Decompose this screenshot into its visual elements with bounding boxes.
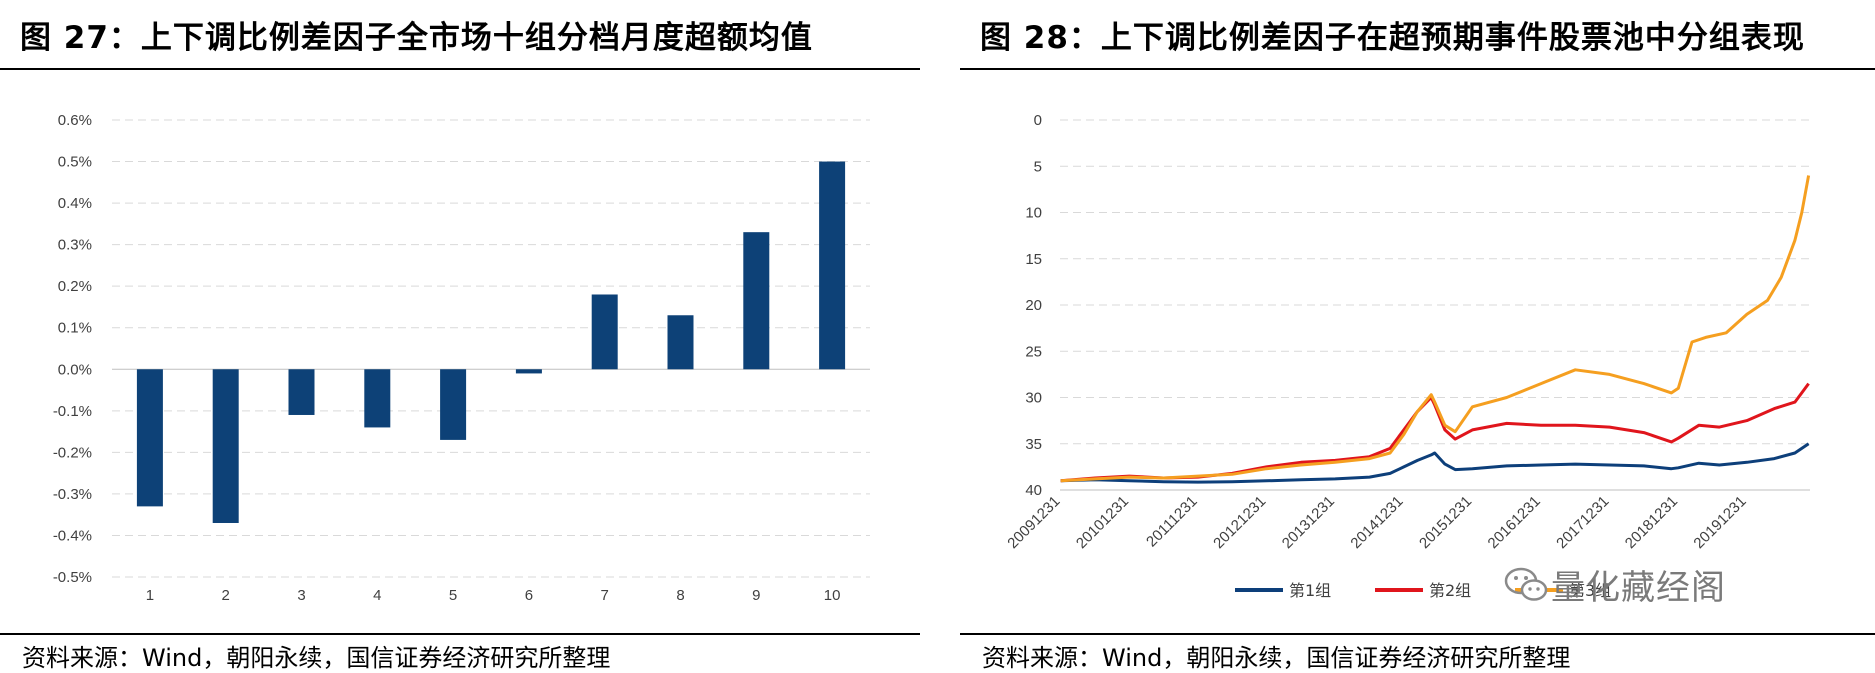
series-line-1	[1060, 442, 1810, 484]
figure-27-title: 图 27：上下调比例差因子全市场十组分档月度超额均值	[20, 20, 813, 56]
bar-y-tick-label: 0.6%	[58, 112, 92, 129]
bar-x-tick-label: 9	[752, 587, 760, 604]
bar-y-tick-label: 0.3%	[58, 237, 92, 254]
line-x-tick-label: 20111231	[1143, 493, 1201, 551]
figure-28-title: 图 28：上下调比例差因子在超预期事件股票池中分组表现	[980, 20, 1805, 56]
bar-6	[515, 369, 542, 374]
line-y-tick-label: 25	[1025, 343, 1042, 360]
bar-3	[288, 369, 315, 415]
bar-y-tick-label: -0.3%	[53, 486, 92, 503]
bar-y-tick-label: -0.5%	[53, 569, 92, 586]
figure-27-source: 资料来源：Wind，朝阳永续，国信证券经济研究所整理	[22, 644, 611, 672]
bar-7	[591, 294, 618, 370]
bar-1	[136, 369, 163, 507]
bar-y-tick-label: 0.2%	[58, 278, 92, 295]
bar-4	[364, 369, 391, 428]
figure-28-panel: 图 28：上下调比例差因子在超预期事件股票池中分组表现 0 5 10 15 20 25 30…	[960, 0, 1875, 672]
line-x-tick-label: 20091231	[1004, 493, 1063, 552]
line-y-tick-label: 0	[1034, 112, 1042, 129]
bar-y-tick-label: -0.4%	[53, 527, 92, 544]
bar-x-tick-label: 3	[297, 587, 305, 604]
watermark-text: 量化藏经阁	[1551, 568, 1726, 608]
line-x-tick-label: 20191231	[1690, 493, 1749, 552]
bar-8	[667, 315, 694, 370]
bar-y-tick-label: 0.5%	[58, 154, 92, 171]
bar-y-tick-label: 0.1%	[58, 320, 92, 337]
bar-x-tick-label: 4	[373, 587, 381, 604]
line-x-tick-label: 20131231	[1279, 493, 1338, 552]
watermark: 量化藏经阁	[1503, 560, 1726, 609]
legend-label-2: 第2组	[1429, 581, 1471, 600]
line-x-tick-label: 20141231	[1347, 493, 1406, 552]
line-y-tick-label: 10	[1025, 205, 1042, 222]
line-x-tick-label: 20161231	[1485, 493, 1544, 552]
line-y-tick-label: 35	[1025, 436, 1042, 453]
bar-x-tick-label: 1	[146, 587, 154, 604]
bar-y-tick-label: 0.0%	[58, 361, 92, 378]
figure-27-title-rule	[0, 68, 920, 70]
figure-28-source: 资料来源：Wind，朝阳永续，国信证券经济研究所整理	[982, 644, 1571, 672]
line-x-tick-label: 20181231	[1622, 493, 1681, 552]
series-line-3	[1060, 175, 1811, 483]
bar-x-tick-label: 10	[824, 587, 841, 604]
line-y-tick-label: 20	[1025, 297, 1042, 314]
line-y-tick-label: 40	[1025, 482, 1042, 499]
bar-y-tick-label: 0.4%	[58, 195, 92, 212]
figure-28-source-rule	[960, 633, 1875, 635]
series-line-2	[1060, 382, 1810, 483]
figure-27-panel: 图 27：上下调比例差因子全市场十组分档月度超额均值 0.6% 0.5% 0.4% 0…	[0, 0, 920, 672]
bar-y-tick-label: -0.1%	[53, 403, 92, 420]
bar-y-tick-label: -0.2%	[53, 444, 92, 461]
legend-label-3: 第3组	[1569, 581, 1611, 600]
figure-28-title-rule	[960, 68, 1875, 70]
line-x-tick-label: 20101231	[1073, 493, 1132, 552]
bar-x-tick-label: 7	[601, 587, 609, 604]
bar-x-tick-label: 8	[676, 587, 684, 604]
legend-label-1: 第1组	[1289, 581, 1331, 600]
bar-2	[212, 369, 239, 523]
bar-5	[440, 369, 467, 440]
bar-x-tick-label: 6	[525, 587, 533, 604]
bar-x-tick-label: 5	[449, 587, 457, 604]
line-x-tick-label: 20151231	[1416, 493, 1475, 552]
figure-27-source-rule	[0, 633, 920, 635]
bar-10	[819, 161, 846, 370]
bar-9	[743, 232, 770, 370]
bar-x-tick-label: 2	[222, 587, 230, 604]
line-y-tick-label: 15	[1025, 251, 1042, 268]
bar-chart: 0.6% 0.5% 0.4% 0.3% 0.2% 0.1% 0.0% -0.1% -0.2% -0…	[53, 112, 870, 604]
line-y-tick-label: 5	[1034, 158, 1042, 175]
line-x-tick-label: 20171231	[1553, 493, 1612, 552]
line-x-tick-label: 20121231	[1210, 493, 1269, 552]
line-y-tick-label: 30	[1025, 390, 1042, 407]
wechat-icon	[1504, 567, 1548, 601]
